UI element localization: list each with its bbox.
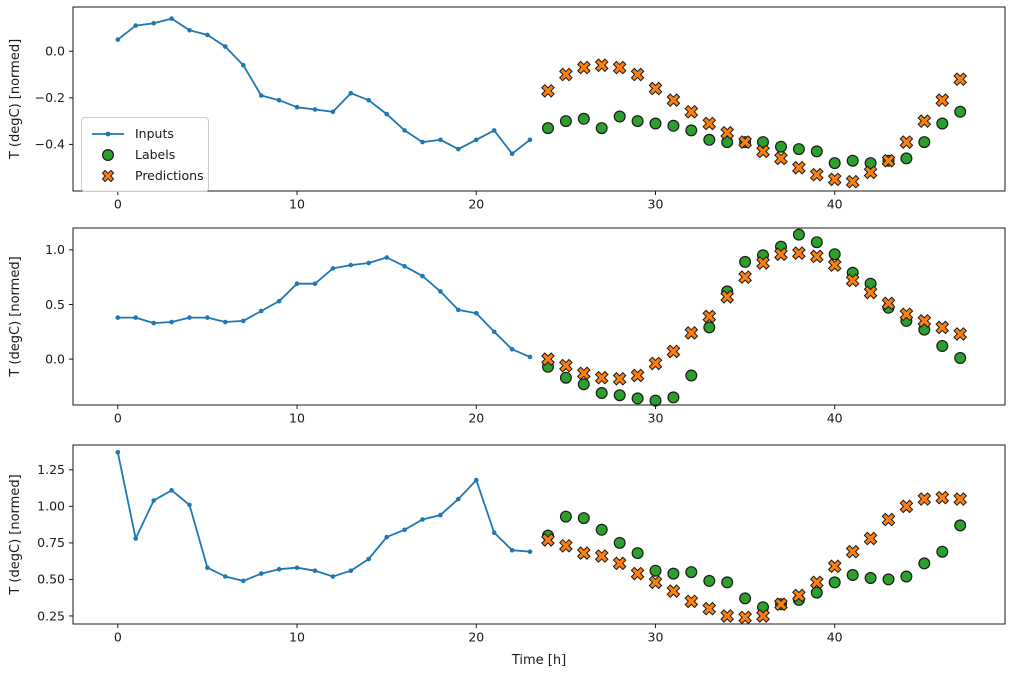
y-tick-label: 1.0 [45, 242, 65, 257]
legend-label-inputs: Inputs [135, 126, 174, 141]
x-tick-label: 40 [827, 197, 843, 212]
x-tick-label: 20 [468, 197, 484, 212]
x-tick-label: 30 [648, 411, 664, 426]
y-tick-label: −0.4 [35, 137, 65, 152]
y-tick-label: 0.5 [45, 297, 65, 312]
axes-frame [72, 444, 1006, 625]
x-tick-label: 20 [468, 411, 484, 426]
labels-markers [541, 228, 967, 407]
inputs-markers [115, 16, 533, 156]
inputs-line [116, 452, 531, 582]
inputs-line [117, 256, 531, 358]
x-axis-label: Time [h] [511, 653, 566, 668]
legend-item-inputs: Inputs [91, 123, 199, 144]
y-tick-label: 0.75 [37, 535, 65, 550]
legend-label-predictions: Predictions [135, 168, 204, 183]
predictions-markers [541, 490, 968, 625]
y-tick-label: 0.0 [45, 44, 65, 59]
x-tick-label: 30 [648, 197, 664, 212]
x-axis: 0 10 20 30 40 [114, 624, 843, 645]
x-tick-label: 40 [827, 411, 843, 426]
legend-item-predictions: Predictions [91, 165, 204, 186]
axes-frame [72, 227, 1006, 406]
x-tick-label: 30 [648, 630, 664, 645]
inputs-markers [115, 450, 533, 584]
legend-label-labels: Labels [135, 147, 176, 162]
inputs-markers [115, 255, 533, 360]
y-axis: 1.25 1.00 0.75 0.50 0.25 [37, 462, 73, 623]
y-axis: 0.0 −0.2 −0.4 [35, 44, 73, 152]
x-tick-label: 0 [114, 197, 122, 212]
labels-circle-icon [91, 147, 125, 163]
predictions-markers [541, 58, 968, 189]
y-tick-label: 0.25 [37, 608, 65, 623]
labels-markers [541, 510, 967, 614]
legend: Inputs Labels Predictions [81, 117, 209, 192]
x-axis: 0 10 20 30 40 [114, 405, 843, 426]
y-axis-label: T (degC) [normed] [8, 39, 23, 160]
y-axis-label: T (degC) [normed] [8, 474, 23, 595]
x-tick-label: 10 [289, 197, 305, 212]
inputs-line-icon [91, 126, 125, 142]
x-tick-label: 10 [289, 411, 305, 426]
x-tick-label: 0 [114, 411, 122, 426]
y-tick-label: −0.2 [35, 90, 65, 105]
legend-item-labels: Labels [91, 144, 199, 165]
y-tick-label: 1.00 [37, 499, 65, 514]
y-tick-label: 0.0 [45, 351, 65, 366]
y-tick-label: 0.50 [37, 572, 65, 587]
x-axis: 0 10 20 30 40 [114, 191, 843, 212]
x-tick-label: 0 [114, 630, 122, 645]
y-axis-label: T (degC) [normed] [8, 256, 23, 377]
x-tick-label: 20 [468, 630, 484, 645]
axes-frame [72, 6, 1006, 192]
subplot-3: 0 10 20 30 40 1.25 1.00 0.75 0.50 0.25 T (degC) [n… [8, 444, 1006, 668]
x-tick-label: 40 [827, 630, 843, 645]
inputs-line [117, 17, 531, 155]
subplot-1: 0 10 20 30 40 0.0 −0.2 −0.4 T (degC) [normed] [8, 6, 1006, 212]
subplot-2: 0 10 20 30 40 1.0 0.5 0.0 T (degC) [normed] [8, 227, 1006, 426]
y-axis: 1.0 0.5 0.0 [45, 242, 73, 366]
predictions-x-icon [91, 168, 125, 184]
y-tick-label: 1.25 [37, 462, 65, 477]
x-tick-label: 10 [289, 630, 305, 645]
predictions-markers [541, 246, 968, 386]
